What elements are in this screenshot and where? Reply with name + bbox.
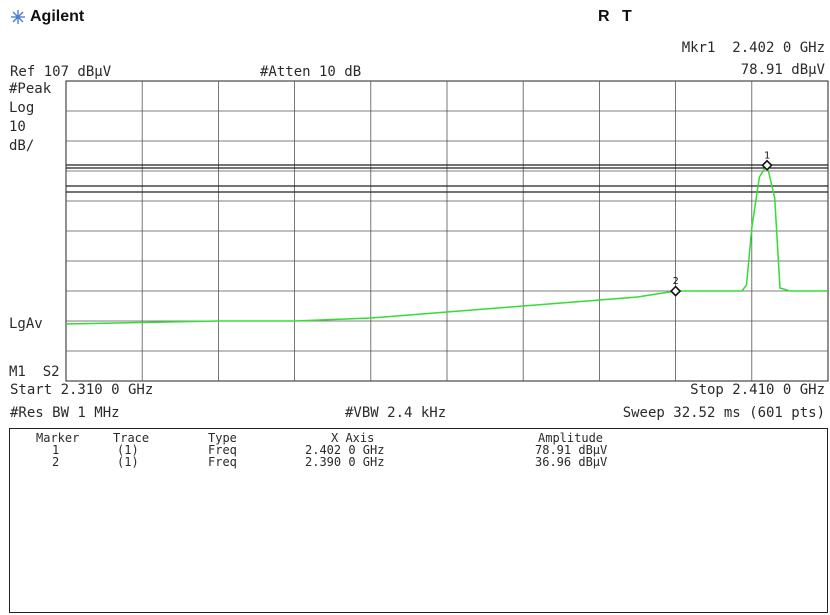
averaging-label: LgAv <box>9 316 43 332</box>
video-bandwidth: #VBW 2.4 kHz <box>345 405 447 421</box>
marker-readout-frequency: Mkr1 2.402 0 GHz <box>681 40 825 56</box>
table-row-2-amplitude: 36.96 dBμV <box>535 455 608 469</box>
resolution-bandwidth: #Res BW 1 MHz <box>10 405 120 421</box>
marker-2-label: 2 <box>673 276 679 287</box>
table-row-1-amplitude: 78.91 dBμV <box>535 443 608 457</box>
attenuation: #Atten 10 dB <box>260 64 362 80</box>
status-r: R <box>598 8 610 25</box>
markers: 12 <box>669 150 773 297</box>
marker-1-label: 1 <box>764 150 770 161</box>
detector-label: #Peak <box>9 81 52 97</box>
stop-frequency: Stop 2.410 0 GHz <box>690 382 825 398</box>
marker-readout-amplitude: 78.91 dBμV <box>740 62 825 78</box>
col-header-x-axis: X Axis <box>331 431 375 445</box>
table-row-2-x: 2.390 0 GHz <box>305 455 385 469</box>
table-row-2-marker: 2 <box>52 455 60 469</box>
marker-2-diamond <box>669 285 682 297</box>
col-header-marker: Marker <box>36 431 80 445</box>
brand-name: Agilent <box>30 8 85 25</box>
col-header-trace: Trace <box>113 431 150 445</box>
status-t: T <box>622 8 632 25</box>
scale-unit-label: dB/ <box>9 138 35 154</box>
table-row-2-type: Freq <box>208 455 237 469</box>
table-row-1-trace: (1) <box>117 443 139 457</box>
sweep-info: Sweep 32.52 ms (601 pts) <box>622 405 825 421</box>
table-row-1-x: 2.402 0 GHz <box>305 443 385 457</box>
limit-lines <box>66 164 828 193</box>
marker-table: Marker Trace Type X Axis Amplitude 1 (1)… <box>9 428 828 613</box>
scale-type-label: Log <box>9 100 35 116</box>
marker-1-diamond <box>761 159 773 171</box>
marker-state-label: M1 S2 <box>9 364 60 380</box>
table-row-1-type: Freq <box>208 443 237 457</box>
table-row-1-marker: 1 <box>52 443 60 457</box>
table-row-2-trace: (1) <box>117 455 139 469</box>
scale-value-label: 10 <box>9 119 26 135</box>
col-header-type: Type <box>208 431 237 445</box>
starburst-icon <box>11 10 25 24</box>
grid-lines <box>66 81 828 381</box>
start-frequency: Start 2.310 0 GHz <box>10 382 154 398</box>
col-header-amplitude: Amplitude <box>538 431 604 445</box>
ref-level: Ref 107 dBμV <box>10 64 112 80</box>
